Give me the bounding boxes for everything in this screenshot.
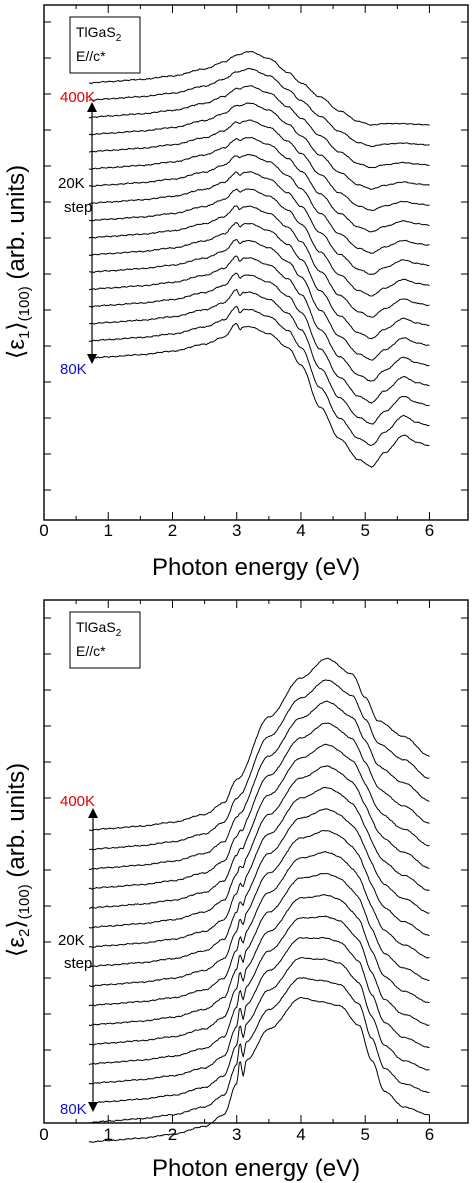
x-tick-label: 2 <box>168 521 177 540</box>
curve-intermediate <box>88 188 430 297</box>
curve-intermediate <box>88 722 430 890</box>
y-axis-label-part: (arb. units) <box>3 165 30 286</box>
curve-intermediate <box>88 153 430 254</box>
y-axis-label-part: ⟩ <box>3 321 30 330</box>
y-axis-label-part: 2 <box>16 929 33 937</box>
y-axis-label: ⟨ε1⟩(100) (arb. units) <box>3 165 33 359</box>
legend-box <box>69 611 141 669</box>
x-tick-label: 2 <box>168 1125 177 1144</box>
curve-400K <box>88 51 430 126</box>
annotation-400K: 400K <box>60 793 95 810</box>
curve-intermediate <box>88 765 430 929</box>
curve-intermediate <box>88 679 430 851</box>
x-tick-label: 5 <box>360 521 369 540</box>
legend-box <box>69 16 141 74</box>
x-tick-label: 5 <box>360 1125 369 1144</box>
arrow-head-down <box>87 354 97 364</box>
y-axis-label: ⟨ε2⟩(100) (arb. units) <box>3 763 33 957</box>
legend-material: TlGaS2 <box>76 619 122 639</box>
curve-intermediate <box>88 829 430 987</box>
legend-polarization: E//c* <box>76 48 106 64</box>
annotation-400K: 400K <box>60 89 95 106</box>
arrow-head-up <box>88 808 98 818</box>
arrow-head-down <box>88 1102 98 1112</box>
curve-intermediate <box>88 786 430 948</box>
curve-intermediate <box>88 915 430 1066</box>
curve-intermediate <box>88 272 430 404</box>
plot-frame <box>43 599 469 1124</box>
curve-intermediate <box>88 305 430 446</box>
curve-80K <box>88 323 430 468</box>
x-axis-label: Photon energy (eV) <box>152 1155 360 1182</box>
curve-intermediate <box>88 67 430 148</box>
curve-intermediate <box>88 255 430 382</box>
curve-intermediate <box>88 936 430 1085</box>
legend-material: TlGaS2 <box>76 24 122 44</box>
annotation-20K: 20K <box>58 175 85 192</box>
legend: TlGaS2 E//c* <box>69 611 141 669</box>
curve-intermediate <box>88 851 430 1007</box>
y-axis-label-part: (100) <box>16 286 33 321</box>
legend-polarization: E//c* <box>76 643 106 659</box>
curve-intermediate <box>88 289 430 425</box>
curve-intermediate <box>89 238 430 361</box>
legend-material-sub: 2 <box>116 628 122 639</box>
curve-intermediate <box>88 85 430 169</box>
curve-intermediate <box>88 171 430 275</box>
y-axis-label-part: ⟩ <box>3 919 30 928</box>
annotation-80K: 80K <box>60 361 87 378</box>
curve-intermediate <box>88 222 430 340</box>
curve-intermediate <box>88 119 430 211</box>
plot-frame <box>43 4 469 521</box>
curve-intermediate <box>88 136 430 233</box>
curve-intermediate <box>88 205 430 318</box>
y-axis-label-part: ⟨ε <box>3 339 30 359</box>
curve-intermediate <box>88 872 430 1027</box>
curve-intermediate <box>88 743 430 909</box>
annotation-80K: 80K <box>60 1101 87 1118</box>
annotation-step: step <box>64 199 92 216</box>
x-tick-label: 6 <box>425 521 434 540</box>
x-axis-label: Photon energy (eV) <box>152 554 360 581</box>
x-tick-label: 3 <box>232 521 241 540</box>
x-tick-label: 0 <box>39 1125 48 1144</box>
x-tick-label: 6 <box>425 1125 434 1144</box>
x-tick-label: 3 <box>232 1125 241 1144</box>
x-tick-label: 0 <box>39 521 48 540</box>
x-tick-label: 1 <box>104 521 113 540</box>
legend-material-sub: 2 <box>116 33 122 44</box>
curve-intermediate <box>89 893 430 1046</box>
curve-intermediate <box>88 956 430 1104</box>
curve-80K <box>88 996 430 1143</box>
y-axis-label-part: (100) <box>16 884 33 919</box>
x-tick-label: 4 <box>296 521 305 540</box>
annotation-20K: 20K <box>58 932 85 949</box>
curve-intermediate <box>88 808 430 968</box>
y-axis-label-part: ⟨ε <box>3 937 30 957</box>
annotation-step: step <box>64 955 92 972</box>
arrow-head-up <box>87 102 97 112</box>
y-axis-label-part: (arb. units) <box>3 763 30 884</box>
x-tick-label: 1 <box>104 1125 113 1144</box>
y-axis-label-part: 1 <box>16 331 33 339</box>
x-tick-label: 4 <box>296 1125 305 1144</box>
curve-intermediate <box>88 700 430 871</box>
legend-material-main: TlGaS <box>76 24 116 40</box>
curve-intermediate <box>88 102 430 190</box>
curve-400K <box>88 657 430 832</box>
curve-intermediate <box>88 977 430 1124</box>
legend-material-main: TlGaS <box>76 619 116 635</box>
legend: TlGaS2 E//c* <box>69 16 141 74</box>
